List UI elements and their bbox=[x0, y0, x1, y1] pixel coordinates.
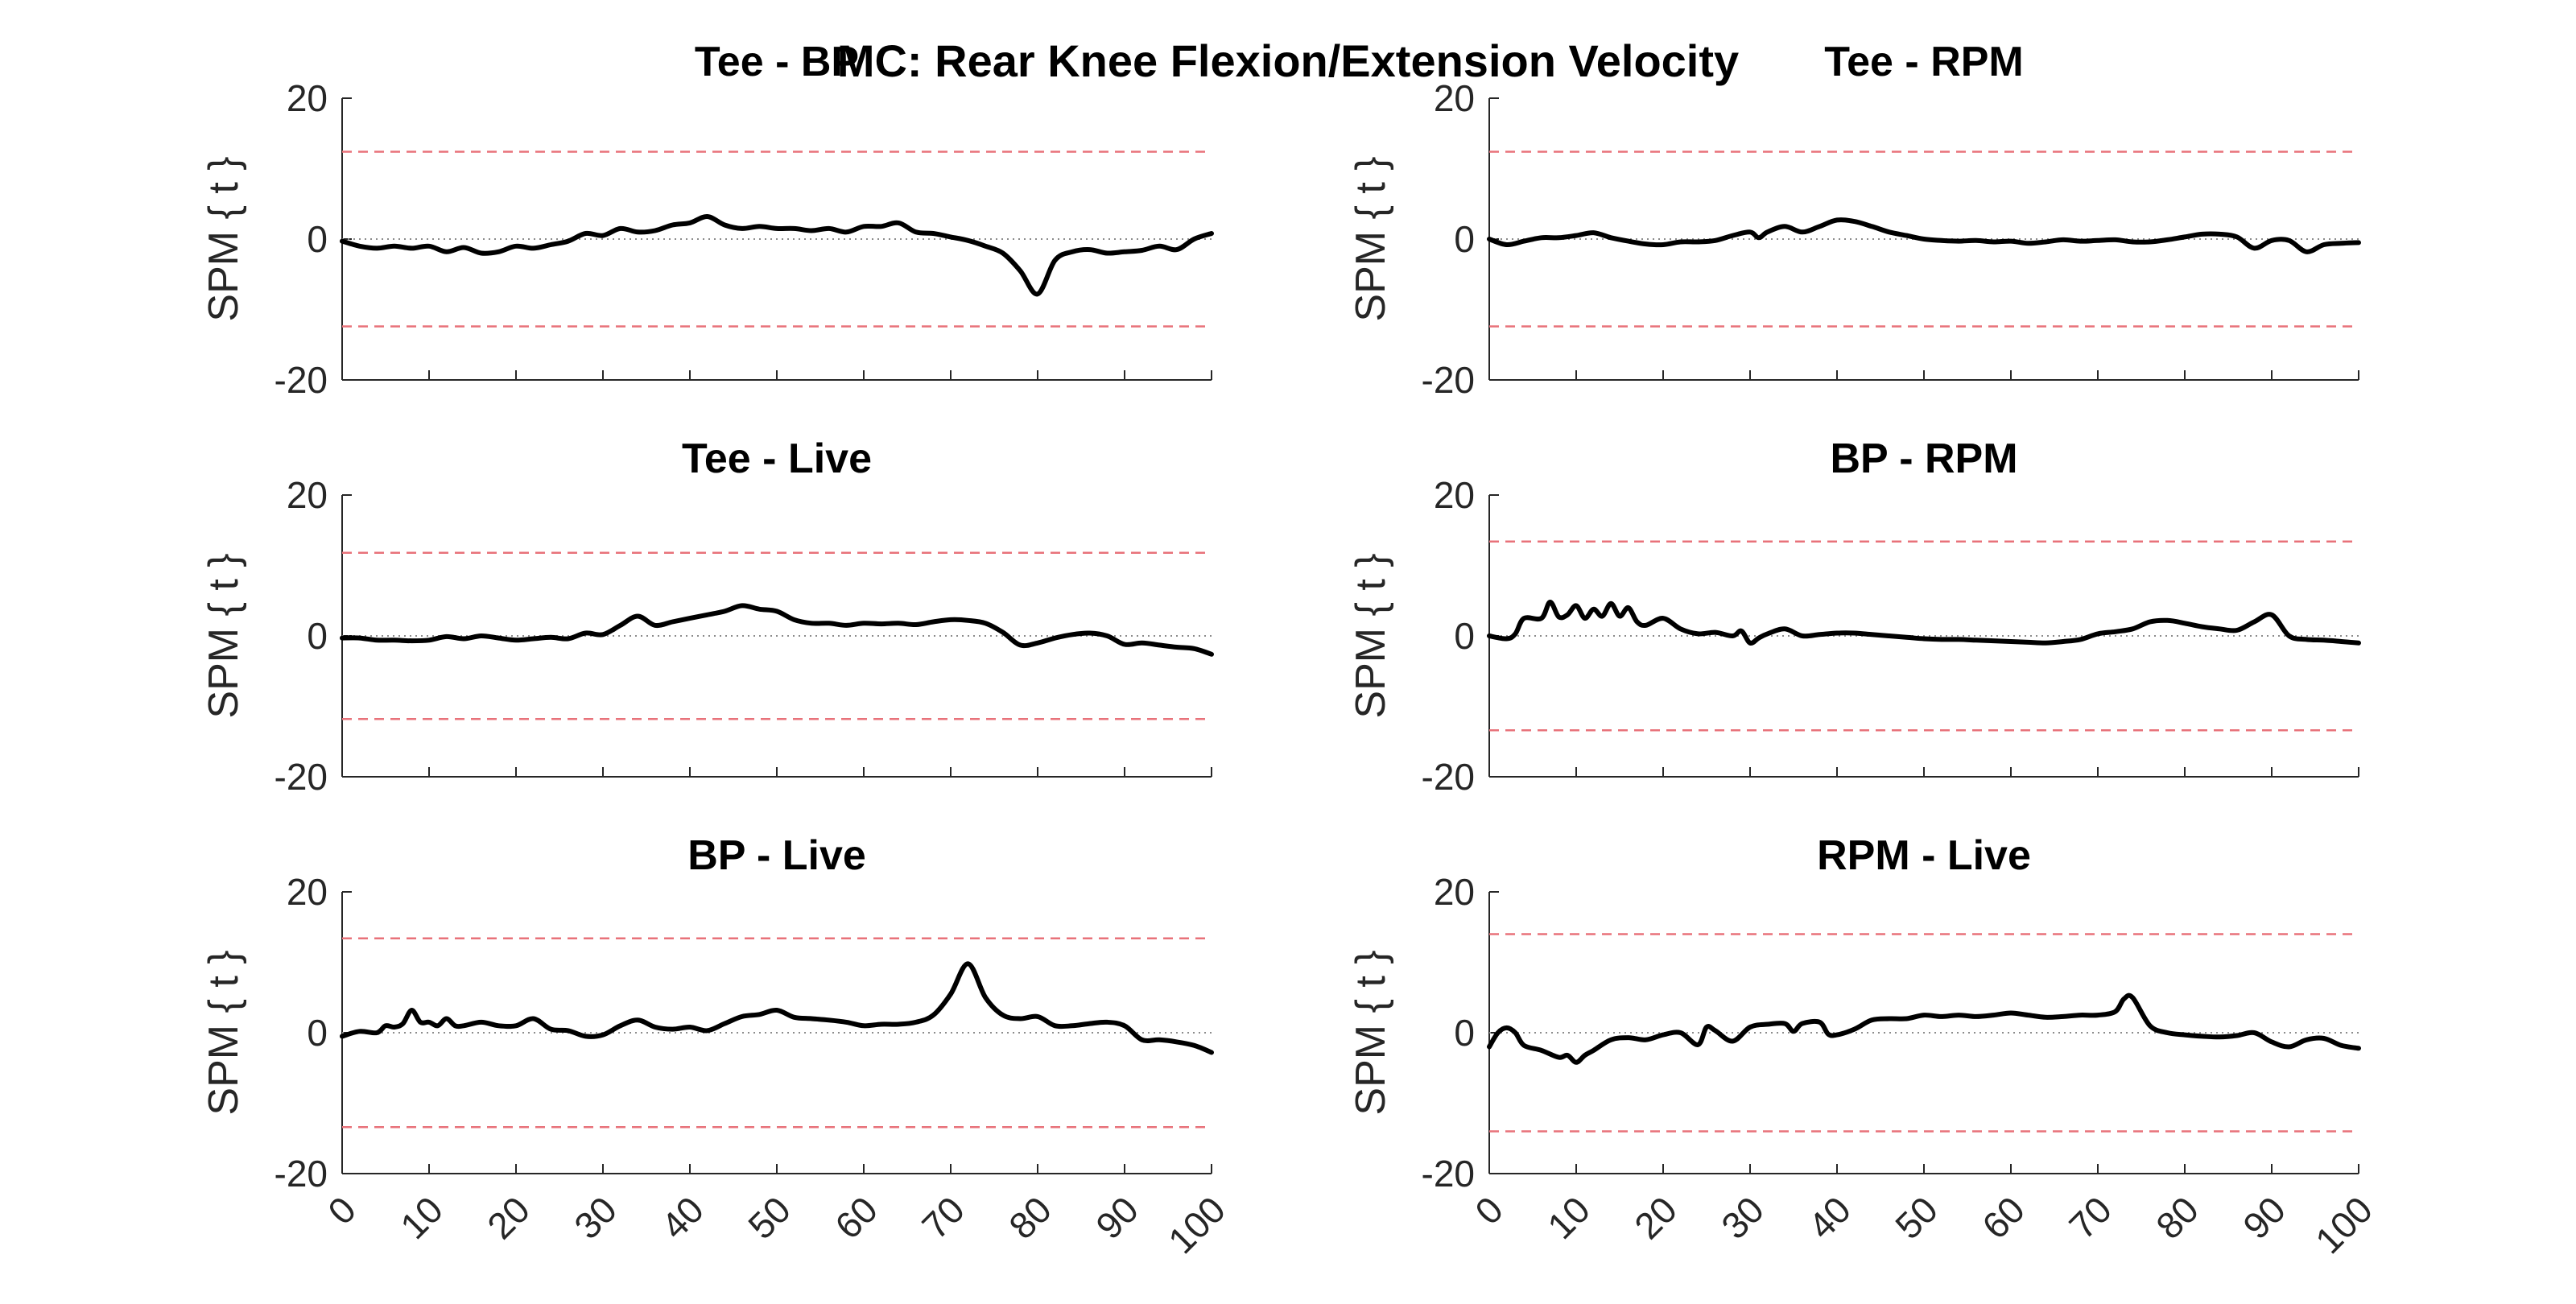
x-tick-label: 90 bbox=[2235, 1188, 2293, 1247]
spm-t-curve bbox=[1487, 217, 2361, 254]
subplot-panel: Tee - Live -20 0 20 SPM { t } bbox=[200, 435, 1214, 798]
y-tick-label: 20 bbox=[287, 77, 328, 119]
x-tick-label: 100 bbox=[2307, 1188, 2380, 1261]
subplot-title: Tee - Live bbox=[682, 435, 872, 482]
spm-t-curve bbox=[1487, 992, 2361, 1065]
y-tick-label: 0 bbox=[1454, 218, 1475, 260]
x-tick-label: 10 bbox=[392, 1188, 451, 1247]
subplot-panel: Tee - RPM -20 0 20 SPM { t } bbox=[1348, 39, 2361, 401]
y-tick-label: -20 bbox=[275, 756, 328, 798]
x-tick-label: 90 bbox=[1088, 1188, 1146, 1247]
subplot-title: Tee - BP bbox=[695, 39, 859, 85]
x-tick-label: 80 bbox=[1001, 1188, 1059, 1247]
spm-t-curve bbox=[340, 214, 1214, 297]
y-tick-label: -20 bbox=[275, 359, 328, 401]
y-tick-label: 20 bbox=[1434, 474, 1475, 516]
y-tick-label: 0 bbox=[307, 615, 328, 657]
x-tick-label: 30 bbox=[1713, 1188, 1772, 1247]
y-tick-label: 0 bbox=[307, 1012, 328, 1054]
y-axis-label: SPM { t } bbox=[1348, 950, 1394, 1115]
y-axis-label: SPM { t } bbox=[200, 553, 247, 718]
spm-t-curve bbox=[340, 961, 1214, 1055]
y-tick-label: 0 bbox=[307, 218, 328, 260]
x-tick-label: 100 bbox=[1160, 1188, 1233, 1261]
x-tick-label: 50 bbox=[1887, 1188, 1946, 1247]
x-tick-label: 70 bbox=[2061, 1188, 2120, 1247]
y-tick-label: -20 bbox=[275, 1153, 328, 1195]
x-tick-label: 0 bbox=[1467, 1188, 1511, 1232]
subplot-panel: BP - RPM -20 0 20 SPM { t } bbox=[1348, 435, 2361, 798]
spm-t-curve bbox=[340, 603, 1214, 657]
subplot-title: RPM - Live bbox=[1817, 832, 2031, 879]
x-tick-label: 0 bbox=[320, 1188, 364, 1232]
x-tick-label: 70 bbox=[914, 1188, 972, 1247]
spm-t-curve bbox=[1487, 600, 2361, 646]
y-axis-label: SPM { t } bbox=[200, 156, 247, 321]
x-tick-label: 40 bbox=[653, 1188, 712, 1247]
y-axis-label: SPM { t } bbox=[1348, 156, 1394, 321]
y-tick-label: -20 bbox=[1422, 1153, 1475, 1195]
x-tick-label: 30 bbox=[566, 1188, 625, 1247]
y-tick-label: 20 bbox=[1434, 77, 1475, 119]
x-tick-label: 60 bbox=[1974, 1188, 2033, 1247]
y-tick-label: -20 bbox=[1422, 359, 1475, 401]
y-tick-label: 20 bbox=[1434, 871, 1475, 913]
subplot-panel: Tee - BP -20 0 20 SPM { t } bbox=[200, 39, 1214, 401]
x-tick-label: 10 bbox=[1539, 1188, 1598, 1247]
y-tick-label: 20 bbox=[287, 474, 328, 516]
y-tick-label: 0 bbox=[1454, 1012, 1475, 1054]
subplot-title: BP - RPM bbox=[1830, 435, 2017, 482]
subplot-title: Tee - RPM bbox=[1824, 39, 2024, 85]
x-tick-label: 50 bbox=[740, 1188, 799, 1247]
subplot-title: BP - Live bbox=[687, 832, 866, 879]
x-tick-label: 80 bbox=[2148, 1188, 2207, 1247]
x-tick-label: 40 bbox=[1800, 1188, 1859, 1247]
y-tick-label: 20 bbox=[287, 871, 328, 913]
x-tick-label: 60 bbox=[827, 1188, 886, 1247]
figure-title: MC: Rear Knee Flexion/Extension Velocity bbox=[837, 35, 1739, 86]
x-tick-label: 20 bbox=[479, 1188, 538, 1247]
y-tick-label: 0 bbox=[1454, 615, 1475, 657]
y-tick-label: -20 bbox=[1422, 756, 1475, 798]
y-axis-label: SPM { t } bbox=[200, 950, 247, 1115]
y-axis-label: SPM { t } bbox=[1348, 553, 1394, 718]
x-tick-label: 20 bbox=[1626, 1188, 1685, 1247]
